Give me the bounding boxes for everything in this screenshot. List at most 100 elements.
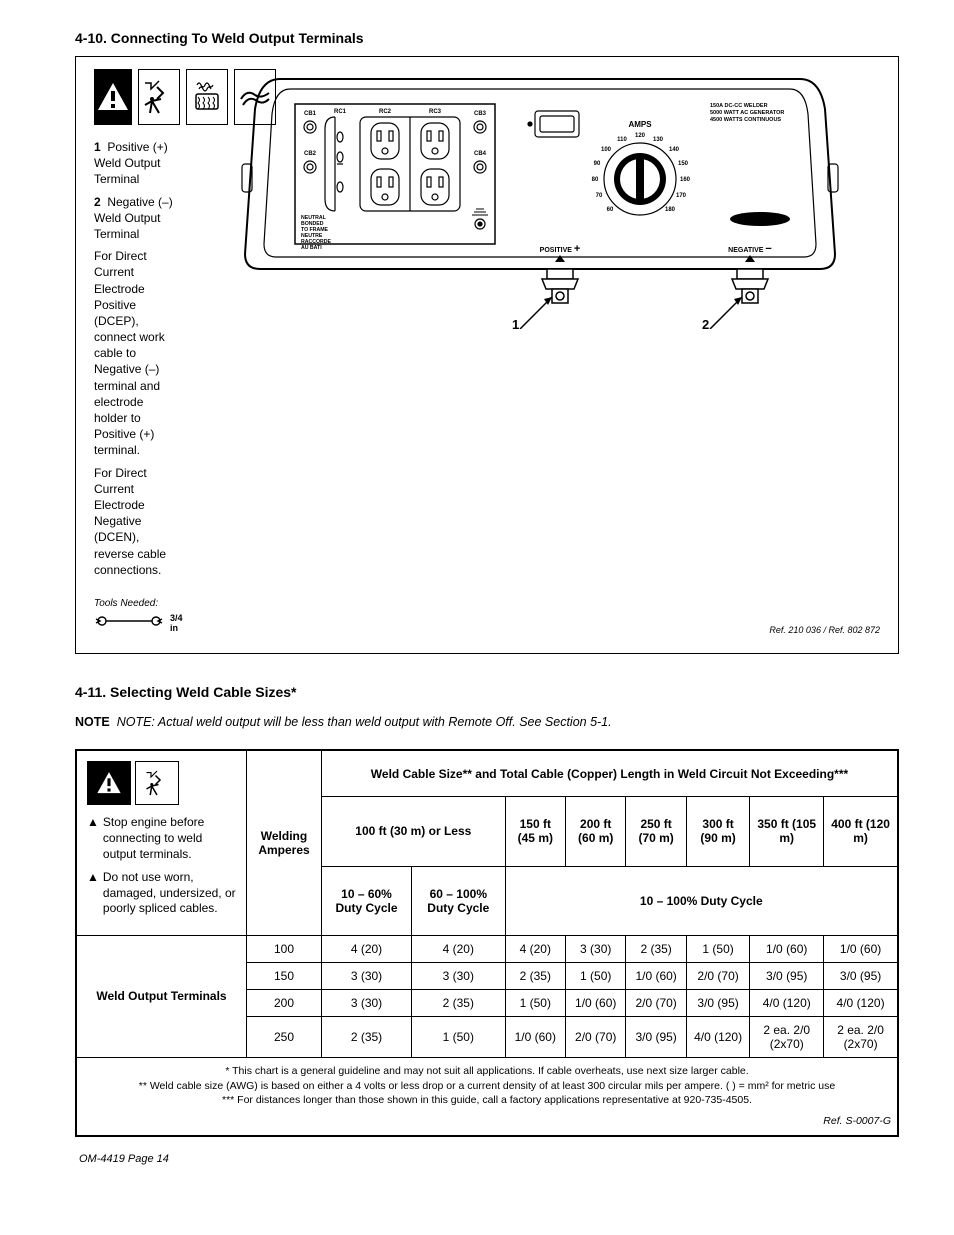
- triangle-bullet-icon: ▲: [87, 815, 99, 862]
- tool-size: 3/4 in: [170, 613, 184, 633]
- svg-text:120: 120: [634, 133, 645, 139]
- svg-text:NEUTRALBONDEDTO FRAMENEUTRERAC: NEUTRALBONDEDTO FRAMENEUTRERACCORDEAU BA…: [301, 215, 332, 251]
- table-cell: 4 (20): [505, 935, 565, 962]
- section-heading-1: 4-10. Connecting To Weld Output Terminal…: [75, 30, 899, 46]
- svg-text:150A DC-CC WELDER5000 WATT AC: 150A DC-CC WELDER5000 WATT AC GENERATOR4…: [710, 103, 784, 123]
- wrench-icon: [94, 614, 164, 631]
- svg-text:150: 150: [677, 161, 688, 167]
- table-cell: 1 (50): [412, 1016, 506, 1057]
- warning-triangle-icon: [87, 761, 131, 805]
- top-header: Weld Cable Size** and Total Cable (Coppe…: [322, 751, 898, 797]
- dist-header-1: 150 ft (45 m): [505, 797, 565, 866]
- hazard-icons: [94, 69, 179, 125]
- svg-text:CB4: CB4: [473, 151, 486, 157]
- duty-header-1: 60 – 100% Duty Cycle: [412, 866, 506, 935]
- table-cell: 1/0 (60): [505, 1016, 565, 1057]
- table-cell: 100: [247, 935, 322, 962]
- table-cell: 2/0 (70): [566, 1016, 626, 1057]
- svg-text:140: 140: [668, 147, 679, 153]
- table-cell: 1 (50): [686, 935, 750, 962]
- table-cell: 2 ea. 2/0 (2x70): [824, 1016, 898, 1057]
- table-footnotes: * This chart is a general guideline and …: [77, 1057, 898, 1135]
- table-cell: 4/0 (120): [750, 989, 824, 1016]
- dist-header-6: 400 ft (120 m): [824, 797, 898, 866]
- dist-header-4: 300 ft (90 m): [686, 797, 750, 866]
- table-cell: 3/0 (95): [750, 962, 824, 989]
- svg-text:160: 160: [679, 177, 690, 183]
- table-cell: 3/0 (95): [686, 989, 750, 1016]
- svg-text:90: 90: [593, 161, 600, 167]
- table-cell: 3/0 (95): [824, 962, 898, 989]
- warning-triangle-icon: [94, 69, 132, 125]
- warning-2: Do not use worn, damaged, undersized, or…: [103, 870, 236, 917]
- svg-text:RC2: RC2: [378, 109, 391, 115]
- table-cell: 2 (35): [412, 989, 506, 1016]
- duty-header-2: 10 – 100% Duty Cycle: [505, 866, 897, 935]
- warning-1: Stop engine before connecting to weld ou…: [103, 815, 236, 862]
- table-cell: 3 (30): [322, 989, 412, 1016]
- figure-instructions: 1 Positive (+) Weld Output Terminal 2 Ne…: [94, 139, 179, 578]
- svg-text:CB1: CB1: [303, 111, 316, 117]
- weld-terminals-label: Weld Output Terminals: [77, 935, 247, 1057]
- table-cell: 1/0 (60): [824, 935, 898, 962]
- page-footer: OM-4419 Page 14: [75, 1153, 899, 1165]
- table-cell: 3 (30): [412, 962, 506, 989]
- table-cell: 2 ea. 2/0 (2x70): [750, 1016, 824, 1057]
- table-cell: 1/0 (60): [566, 989, 626, 1016]
- svg-text:RC3: RC3: [428, 109, 441, 115]
- svg-text:110: 110: [617, 137, 627, 143]
- dist-header-2: 200 ft (60 m): [566, 797, 626, 866]
- section-heading-2: 4-11. Selecting Weld Cable Sizes*: [75, 684, 899, 700]
- table-cell: 2/0 (70): [686, 962, 750, 989]
- triangle-bullet-icon: ▲: [87, 870, 99, 917]
- svg-text:180: 180: [664, 207, 675, 213]
- table-cell: 4/0 (120): [824, 989, 898, 1016]
- electric-shock-icon: [135, 761, 179, 805]
- duty-header-0: 10 – 60% Duty Cycle: [322, 866, 412, 935]
- svg-text:60: 60: [606, 207, 613, 213]
- table-cell: 4 (20): [412, 935, 506, 962]
- figure-box: 1 Positive (+) Weld Output Terminal 2 Ne…: [75, 56, 899, 654]
- table-cell: 200: [247, 989, 322, 1016]
- svg-text:NEGATIVE −: NEGATIVE −: [728, 243, 772, 255]
- svg-text:80: 80: [591, 177, 598, 183]
- table-cell: 1/0 (60): [626, 962, 686, 989]
- dcep-text: For Direct Current Electrode Positive (D…: [94, 248, 179, 458]
- svg-text:170: 170: [675, 193, 686, 199]
- page-number: OM-4419 Page 14: [79, 1153, 169, 1165]
- equipment-panel-figure: CB1 CB2 CB3 CB4 RC1 RC2 RC3 NEUTRALBONDE…: [199, 69, 880, 584]
- section2-intro: NOTE NOTE: Actual weld output will be le…: [75, 714, 899, 732]
- required-tools: Tools Needed: 3/4 in: [94, 598, 184, 635]
- table-hazard-icons: [87, 761, 236, 805]
- table-cell: 2/0 (70): [626, 989, 686, 1016]
- electric-shock-icon: [138, 69, 180, 125]
- svg-text:130: 130: [652, 137, 663, 143]
- svg-text:2: 2: [702, 317, 709, 329]
- amps-header: Welding Amperes: [247, 751, 322, 936]
- table-cell: 2 (35): [626, 935, 686, 962]
- table-cell: 2 (35): [322, 1016, 412, 1057]
- dist-header-3: 250 ft (70 m): [626, 797, 686, 866]
- svg-text:AMPS: AMPS: [628, 120, 652, 129]
- svg-text:POSITIVE +: POSITIVE +: [539, 243, 580, 255]
- svg-text:CB3: CB3: [473, 111, 486, 117]
- table-cell: 1 (50): [505, 989, 565, 1016]
- table-cell: 3 (30): [566, 935, 626, 962]
- table-cell: 4 (20): [322, 935, 412, 962]
- table-cell: 2 (35): [505, 962, 565, 989]
- table-cell: 250: [247, 1016, 322, 1057]
- svg-text:CB2: CB2: [303, 151, 316, 157]
- svg-text:RC1: RC1: [333, 109, 346, 115]
- table-cell: 3 (30): [322, 962, 412, 989]
- dist-header-5: 350 ft (105 m): [750, 797, 824, 866]
- svg-text:100: 100: [600, 147, 611, 153]
- figure-reference: Ref. 210 036 / Ref. 802 872: [184, 625, 880, 635]
- table-cell: 3/0 (95): [626, 1016, 686, 1057]
- svg-text:1: 1: [512, 317, 519, 329]
- dcen-text: For Direct Current Electrode Negative (D…: [94, 465, 179, 578]
- table-cell: 150: [247, 962, 322, 989]
- dist-header-0: 100 ft (30 m) or Less: [322, 797, 506, 866]
- cable-size-table: ▲Stop engine before connecting to weld o…: [75, 749, 899, 1136]
- table-cell: 1 (50): [566, 962, 626, 989]
- table-cell: 1/0 (60): [750, 935, 824, 962]
